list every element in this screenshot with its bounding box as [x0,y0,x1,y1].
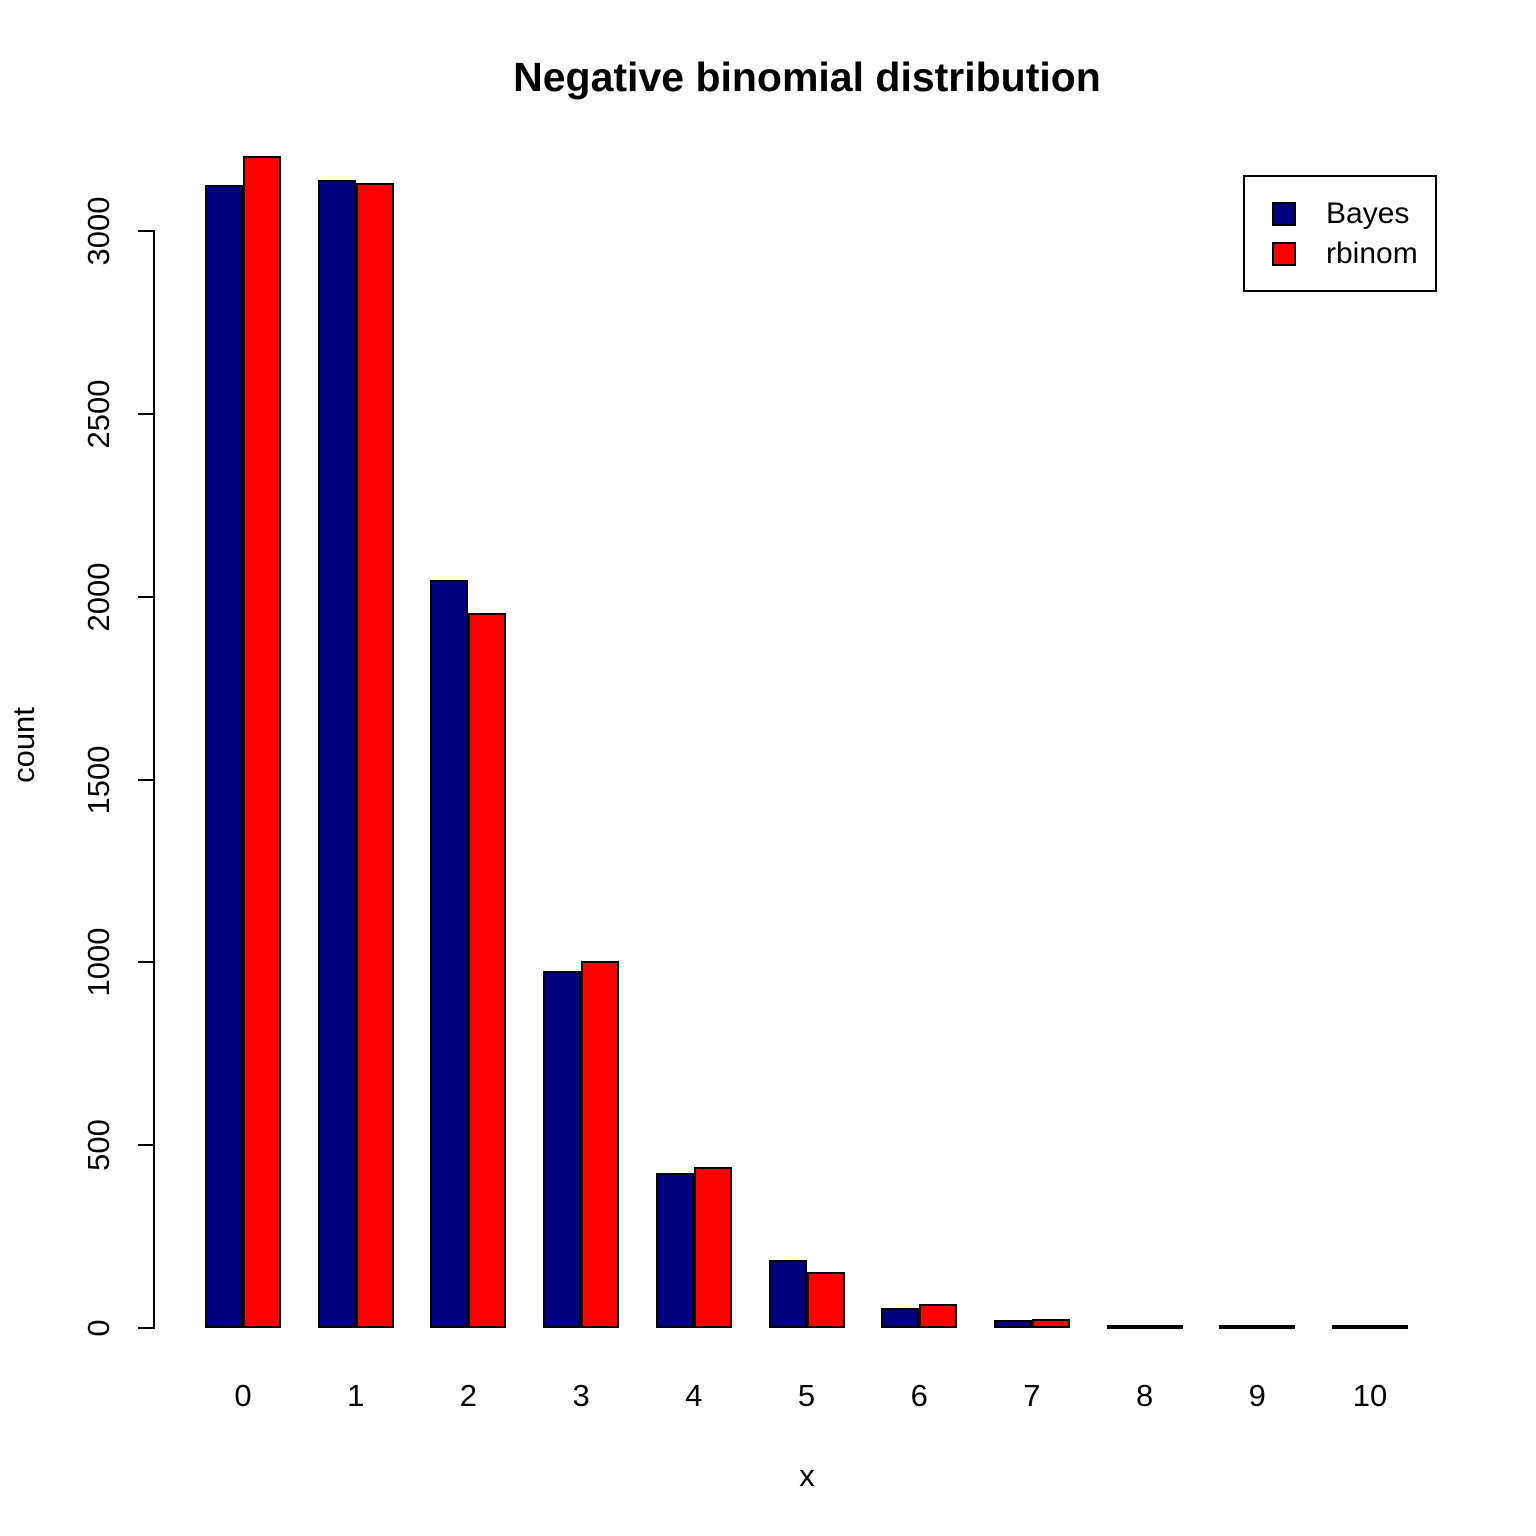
bar-bayes-x7 [993,1319,1032,1328]
bayes-swatch-icon [1272,201,1296,226]
bar-rbinom-x3 [581,960,620,1328]
x-tick-label: 9 [1248,1378,1266,1413]
x-tick-label: 5 [797,1378,816,1413]
y-axis-label: count [6,707,41,783]
bar-bayes-x9 [1219,1325,1258,1329]
bar-bayes-x2 [430,580,469,1328]
x-tick-label: 0 [234,1378,252,1413]
legend-item-bayes: Bayes [1245,197,1435,230]
bar-bayes-x1 [317,179,356,1328]
y-tick-mark [138,1144,155,1147]
y-tick-mark [138,1327,155,1329]
legend: Bayes rbinom [1243,175,1437,292]
y-tick-label: 2000 [81,562,116,632]
bar-bayes-x4 [655,1172,694,1328]
bar-bayes-x6 [881,1307,920,1328]
bar-rbinom-x5 [806,1272,845,1328]
rbinom-swatch-icon [1272,241,1296,266]
x-tick-label: 7 [1023,1378,1041,1413]
y-tick-label: 1000 [81,927,116,997]
x-tick-label: 2 [459,1378,478,1413]
legend-item-rbinom: rbinom [1245,237,1435,270]
x-tick-label: 1 [347,1378,365,1413]
bar-bayes-x0 [205,185,243,1328]
y-tick-label: 500 [81,1119,116,1172]
x-tick-label: 8 [1135,1378,1154,1413]
x-tick-label: 4 [685,1378,703,1413]
bar-rbinom-x10 [1370,1325,1408,1329]
bar-rbinom-x0 [243,156,281,1328]
bar-bayes-x3 [543,971,582,1328]
bar-rbinom-x1 [355,183,394,1328]
y-tick-label: 1500 [81,745,116,814]
x-axis-label: x [799,1458,815,1493]
bar-rbinom-x8 [1144,1325,1183,1329]
y-tick-mark [138,412,155,415]
legend-label-bayes: Bayes [1326,196,1410,230]
y-tick-label: 2500 [81,379,116,449]
chart-title: Negative binomial distribution [513,54,1101,100]
y-tick-mark [138,230,155,232]
y-tick-label: 0 [81,1319,116,1337]
bar-rbinom-x6 [919,1303,958,1328]
y-tick-mark [138,961,155,964]
y-tick-mark [138,778,155,781]
y-tick-mark [138,595,155,598]
bar-bayes-x5 [768,1260,807,1328]
x-tick-label: 3 [572,1378,590,1413]
x-tick-label: 6 [910,1378,928,1413]
x-tick-label: 10 [1352,1378,1388,1413]
bar-bayes-x10 [1332,1325,1370,1329]
y-tick-label: 3000 [81,196,116,266]
bar-rbinom-x2 [468,613,507,1328]
legend-label-rbinom: rbinom [1326,236,1418,270]
bar-rbinom-x9 [1257,1325,1296,1329]
bar-rbinom-x4 [693,1167,732,1328]
bar-bayes-x8 [1106,1324,1145,1329]
bar-rbinom-x7 [1031,1318,1070,1328]
